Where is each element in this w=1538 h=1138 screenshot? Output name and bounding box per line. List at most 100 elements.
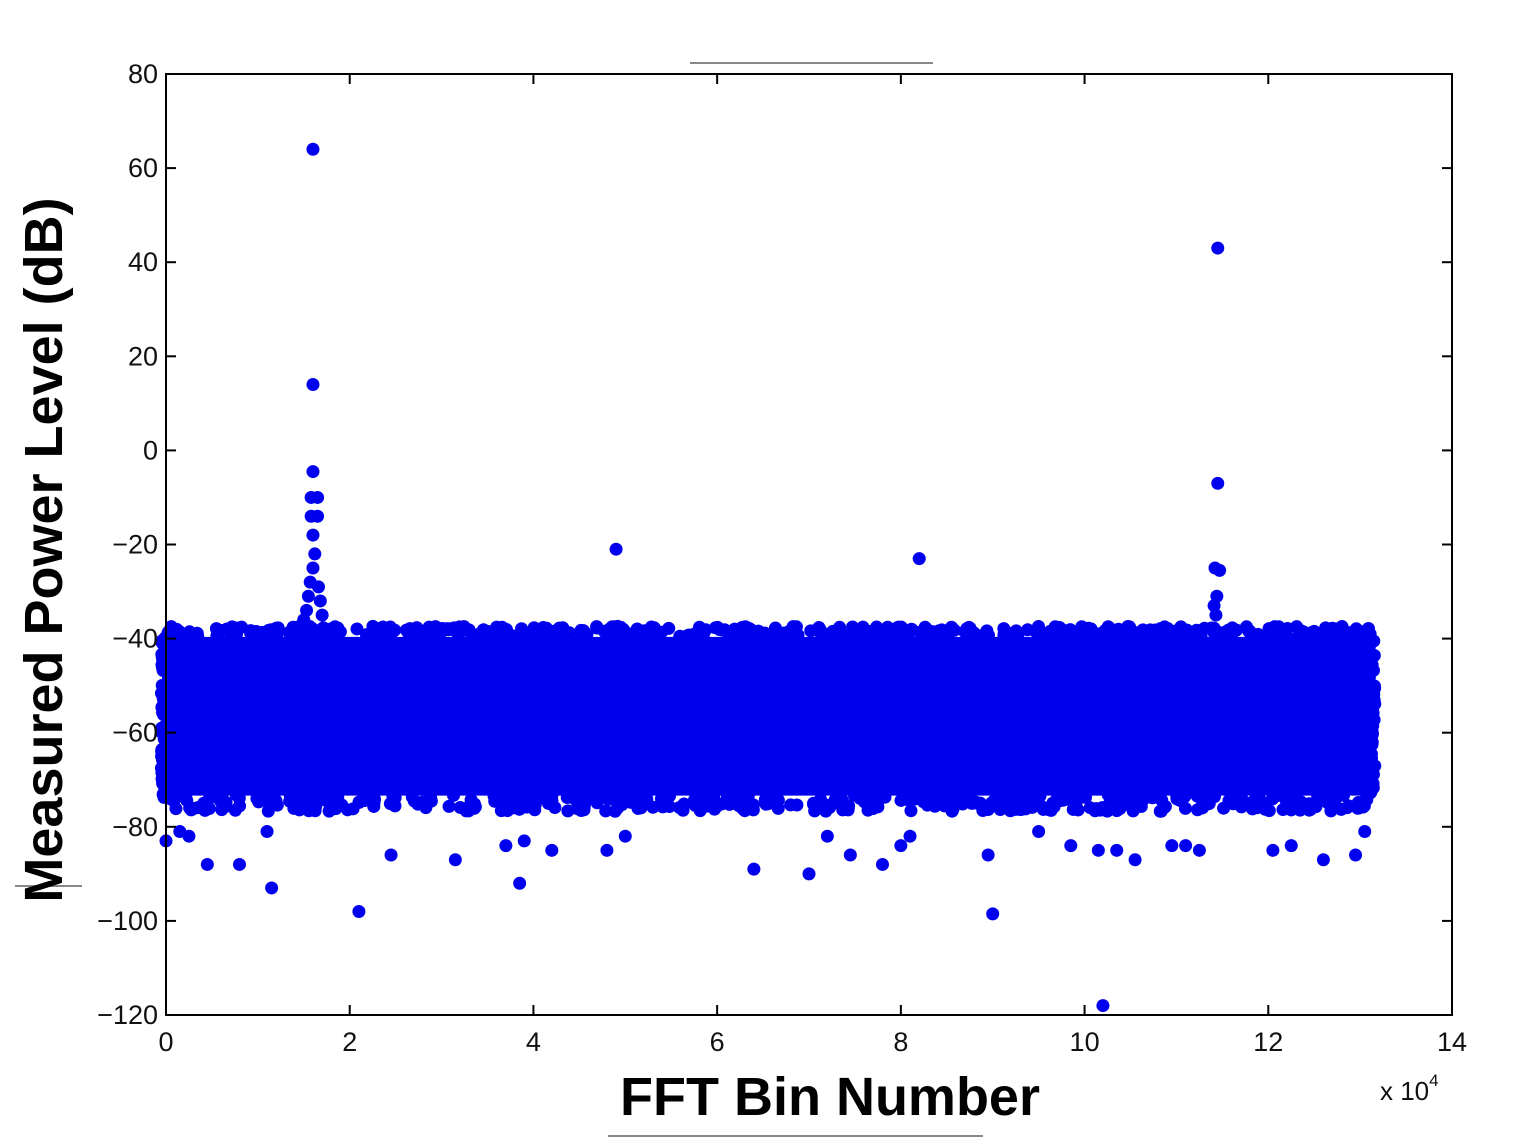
noise-point	[967, 626, 981, 640]
noise-point	[1363, 736, 1377, 750]
noise-point	[1051, 790, 1065, 804]
data-point	[981, 848, 995, 862]
data-point	[1209, 608, 1223, 622]
noise-point	[1243, 624, 1257, 638]
x-tick-label: 8	[893, 1027, 908, 1057]
noise-point	[1363, 706, 1377, 720]
noise-point	[634, 628, 648, 642]
noise-point	[1366, 764, 1380, 778]
noise-point	[819, 804, 833, 818]
noise-point	[552, 628, 566, 642]
noise-point	[768, 621, 782, 635]
data-point	[311, 580, 325, 594]
noise-point	[975, 799, 989, 813]
data-point	[1165, 839, 1179, 853]
noise-point	[598, 788, 612, 802]
noise-point	[539, 621, 553, 635]
data-point	[517, 834, 531, 848]
noise-point	[1174, 620, 1188, 634]
data-point	[747, 862, 761, 876]
noise-point	[262, 623, 276, 637]
data-point	[618, 829, 632, 843]
data-point	[1064, 839, 1078, 853]
x-multiplier-base: x 10	[1380, 1076, 1429, 1106]
noise-point	[1099, 625, 1113, 639]
noise-point	[695, 789, 709, 803]
noise-point	[225, 620, 239, 634]
data-point	[600, 843, 614, 857]
noise-point	[949, 792, 963, 806]
y-tick-label: 0	[143, 435, 158, 465]
noise-point	[1101, 788, 1115, 802]
noise-point	[1311, 794, 1325, 808]
noise-point	[527, 621, 541, 635]
noise-point	[331, 621, 345, 635]
noise-point	[1265, 629, 1279, 643]
noise-point	[646, 800, 660, 814]
noise-floor-core	[162, 636, 1374, 796]
noise-point	[1230, 623, 1244, 637]
noise-point	[1123, 620, 1137, 634]
noise-point	[872, 792, 886, 806]
noise-point	[688, 798, 702, 812]
noise-point	[1224, 793, 1238, 807]
noise-point	[634, 801, 648, 815]
data-point	[894, 839, 908, 853]
noise-point	[1129, 798, 1143, 812]
noise-point	[725, 624, 739, 638]
noise-point	[1363, 696, 1377, 710]
noise-point	[608, 804, 622, 818]
plot-area	[154, 73, 1453, 1016]
noise-point	[570, 802, 584, 816]
noise-point	[350, 622, 364, 636]
noise-point	[823, 628, 837, 642]
data-point	[265, 881, 279, 895]
x-tick-label: 14	[1437, 1027, 1467, 1057]
noise-point	[412, 623, 426, 637]
noise-point	[746, 798, 760, 812]
y-tick-label: −40	[112, 624, 158, 654]
noise-point	[1281, 621, 1295, 635]
noise-point	[1033, 789, 1047, 803]
noise-point	[679, 629, 693, 643]
x-tick-label: 0	[158, 1027, 173, 1057]
y-tick-label: −120	[97, 1000, 158, 1030]
data-point	[1096, 999, 1110, 1013]
data-point	[311, 490, 325, 504]
noise-point	[1293, 623, 1307, 637]
data-point	[1128, 853, 1142, 867]
data-point	[306, 561, 320, 575]
noise-point	[1079, 790, 1093, 804]
noise-point	[919, 789, 933, 803]
noise-point	[1100, 804, 1114, 818]
noise-point	[1204, 621, 1218, 635]
noise-point	[169, 802, 183, 816]
data-point	[384, 848, 398, 862]
noise-point	[576, 624, 590, 638]
noise-point	[1113, 629, 1127, 643]
x-tick-label: 6	[710, 1027, 725, 1057]
x-tick-label: 4	[526, 1027, 541, 1057]
noise-point	[1009, 625, 1023, 639]
noise-point	[877, 623, 891, 637]
data-point	[232, 857, 246, 871]
data-point	[1110, 843, 1124, 857]
x-axis-title: FFT Bin Number	[620, 1067, 1040, 1127]
noise-point	[841, 803, 855, 817]
noise-point	[734, 793, 748, 807]
y-tick-label: 60	[128, 153, 158, 183]
x-tick-label: 12	[1253, 1027, 1283, 1057]
noise-point	[937, 797, 951, 811]
noise-point	[198, 803, 212, 817]
x-axis: 0 2 4 6 8 10 12 14	[158, 74, 1467, 1057]
noise-point	[918, 620, 932, 634]
data-point	[499, 839, 513, 853]
y-axis-title: Measured Power Level (dB)	[14, 197, 74, 902]
noise-point	[329, 802, 343, 816]
noise-point	[696, 628, 710, 642]
noise-point	[296, 623, 310, 637]
y-tick-label: −60	[112, 718, 158, 748]
noise-point	[908, 792, 922, 806]
data-point	[311, 509, 325, 523]
data-point	[352, 904, 366, 918]
